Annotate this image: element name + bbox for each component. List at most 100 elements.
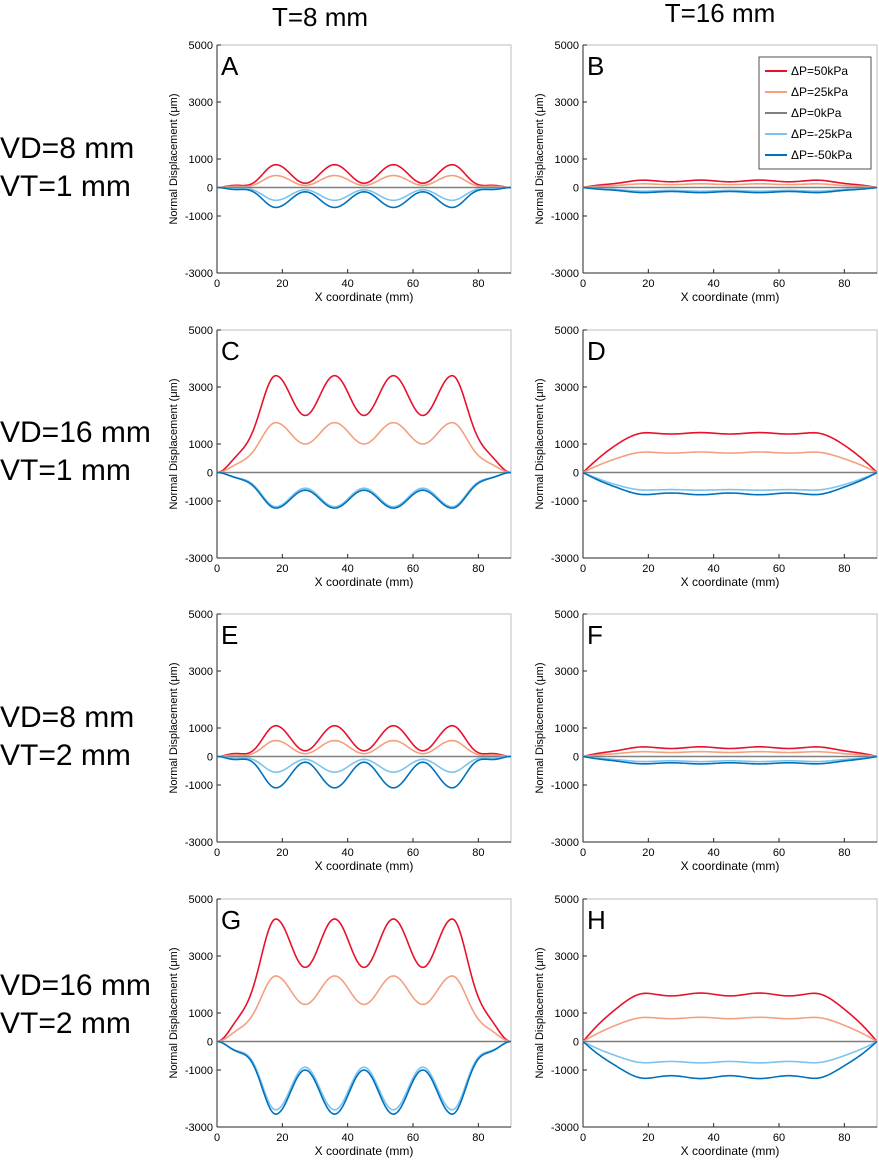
y-tick-label: -1000 <box>185 780 213 792</box>
series-line-4 <box>582 755 878 763</box>
x-tick-label: 40 <box>342 847 354 859</box>
y-tick-label: -3000 <box>185 837 213 849</box>
x-tick-label: 0 <box>580 847 586 859</box>
plot-area <box>582 613 878 843</box>
chart-panel-g: -3000 -1000 0 1000 3000 5000 0 20 40 60 80 X coordi… <box>168 894 512 1158</box>
row-header-2-vd: VD=16 mm <box>0 416 151 449</box>
panel-letter: D <box>587 336 606 366</box>
legend-label-5: ΔP=-50kPa <box>791 148 852 162</box>
series-line-5 <box>216 755 512 789</box>
x-axis-label: X coordinate (mm) <box>315 859 414 873</box>
y-tick-label: 3000 <box>555 951 579 963</box>
legend-label-1: ΔP=50kPa <box>791 64 848 78</box>
y-axis-label: Normal Displacement (μm) <box>534 947 546 1078</box>
x-tick-label: 20 <box>276 1132 288 1144</box>
series-line-2 <box>216 421 512 474</box>
panel-letter: A <box>221 51 239 81</box>
chart-panel-c: -3000 -1000 0 1000 3000 5000 0 20 40 60 80 X coordi… <box>168 325 512 589</box>
plot-area <box>216 898 512 1128</box>
y-tick-label: 5000 <box>555 894 579 906</box>
legend-label-2: ΔP=25kPa <box>791 85 848 99</box>
plot-area <box>216 44 512 274</box>
x-tick-label: 0 <box>214 563 220 575</box>
panel-letter: G <box>221 905 241 935</box>
x-tick-label: 60 <box>407 1132 419 1144</box>
y-tick-label: 3000 <box>555 382 579 394</box>
x-axis-label: X coordinate (mm) <box>681 290 780 304</box>
y-tick-label: 0 <box>207 468 213 480</box>
row-headers: VD=8 mm VT=1 mm VD=16 mm VT=1 mm VD=8 mm… <box>0 132 151 1040</box>
y-tick-label: 1000 <box>189 439 213 451</box>
series-line-4 <box>582 1040 878 1064</box>
x-tick-label: 40 <box>708 563 720 575</box>
series-line-4 <box>582 471 878 491</box>
y-tick-label: 1000 <box>555 439 579 451</box>
column-header-t16: T=16 mm <box>665 0 776 28</box>
series-line-1 <box>582 992 878 1043</box>
y-tick-label: 0 <box>573 1037 579 1049</box>
x-axis-label: X coordinate (mm) <box>315 290 414 304</box>
x-tick-label: 0 <box>580 1132 586 1144</box>
x-axis-label: X coordinate (mm) <box>681 859 780 873</box>
y-tick-label: -3000 <box>551 837 579 849</box>
y-tick-label: 1000 <box>555 723 579 735</box>
chart-panel-f: -3000 -1000 0 1000 3000 5000 0 20 40 60 80 X coordi… <box>534 609 878 873</box>
panel-letter: E <box>221 620 238 650</box>
y-tick-label: -1000 <box>185 496 213 508</box>
panel-letter: F <box>587 620 603 650</box>
chart-panel-b: -3000 -1000 0 1000 3000 5000 0 20 40 60 80 X coordi… <box>534 40 878 304</box>
y-tick-label: 0 <box>207 183 213 195</box>
y-tick-label: 1000 <box>189 723 213 735</box>
x-tick-label: 80 <box>838 1132 850 1144</box>
series-line-5 <box>582 471 878 496</box>
series-line-1 <box>216 724 512 758</box>
y-axis-label: Normal Displacement (μm) <box>534 662 546 793</box>
series-line-2 <box>582 1016 878 1043</box>
y-tick-label: 0 <box>573 468 579 480</box>
y-tick-label: -3000 <box>551 268 579 280</box>
y-axis-label: Normal Displacement (μm) <box>168 93 180 224</box>
series-line-1 <box>216 374 512 474</box>
row-header-3-vt: VT=2 mm <box>0 739 131 772</box>
x-axis-label: X coordinate (mm) <box>315 575 414 589</box>
y-tick-label: 0 <box>573 183 579 195</box>
y-tick-label: -1000 <box>551 780 579 792</box>
x-axis-label: X coordinate (mm) <box>681 575 780 589</box>
panel-letter: H <box>587 905 606 935</box>
x-axis-label: X coordinate (mm) <box>315 1144 414 1158</box>
chart-panel-d: -3000 -1000 0 1000 3000 5000 0 20 40 60 80 X coordi… <box>534 325 878 589</box>
x-tick-label: 80 <box>472 563 484 575</box>
x-tick-label: 40 <box>342 1132 354 1144</box>
series-line-4 <box>216 1040 512 1111</box>
row-header-3-vd: VD=8 mm <box>0 701 134 734</box>
x-tick-label: 40 <box>342 563 354 575</box>
x-tick-label: 20 <box>276 563 288 575</box>
x-tick-label: 80 <box>472 847 484 859</box>
x-tick-label: 0 <box>214 847 220 859</box>
y-tick-label: 1000 <box>555 154 579 166</box>
series-line-4 <box>216 186 512 202</box>
plot-area <box>216 613 512 843</box>
y-axis-label: Normal Displacement (μm) <box>534 93 546 224</box>
y-tick-label: 3000 <box>189 382 213 394</box>
y-tick-label: -1000 <box>185 211 213 223</box>
y-tick-label: 3000 <box>555 666 579 678</box>
x-tick-label: 20 <box>276 847 288 859</box>
row-header-4-vt: VT=2 mm <box>0 1007 131 1040</box>
chart-panel-e: -3000 -1000 0 1000 3000 5000 0 20 40 60 80 X coordi… <box>168 609 512 873</box>
y-tick-label: -3000 <box>185 268 213 280</box>
series-line-1 <box>582 746 878 758</box>
x-tick-label: 40 <box>342 278 354 290</box>
x-tick-label: 20 <box>642 1132 654 1144</box>
x-tick-label: 60 <box>407 847 419 859</box>
y-axis-label: Normal Displacement (μm) <box>168 378 180 509</box>
y-tick-label: 5000 <box>189 609 213 621</box>
panel-letter: B <box>587 51 604 81</box>
series-line-2 <box>582 750 878 758</box>
x-tick-label: 80 <box>472 278 484 290</box>
x-tick-label: 80 <box>838 563 850 575</box>
panel-letter: C <box>221 336 240 366</box>
x-tick-label: 40 <box>708 847 720 859</box>
x-tick-label: 0 <box>580 278 586 290</box>
